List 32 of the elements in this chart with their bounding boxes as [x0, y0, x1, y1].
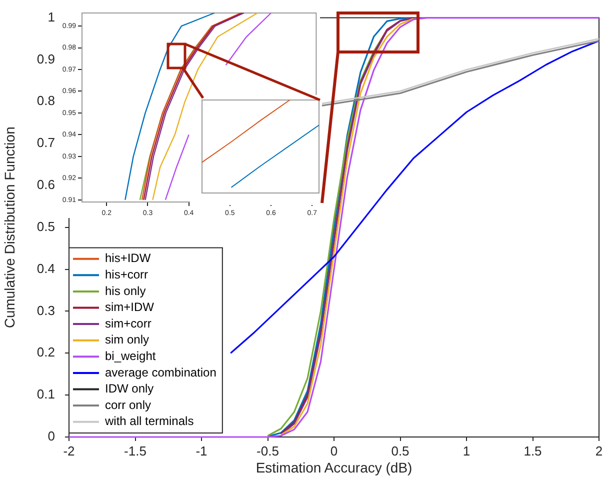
y-axis-title: Cumulative Distribution Function: [1, 126, 18, 328]
legend-label: his only: [105, 284, 146, 298]
x-tick-label: -0.5: [256, 443, 279, 458]
y-tick-label: 0.7: [36, 135, 55, 150]
legend-label: sim only: [105, 332, 150, 347]
x-tick-label: -1: [196, 443, 208, 458]
x-tick-label: 0: [330, 443, 338, 458]
legend-label: his+IDW: [105, 251, 152, 266]
legend-label: corr only: [105, 398, 152, 412]
x-tick-label: 0.5: [391, 443, 410, 458]
y-tick-label: 0.6: [36, 177, 55, 192]
y-tick-label: 0.1: [36, 386, 55, 402]
x-tick-label: -2: [63, 443, 75, 458]
x-tick-label: 1.5: [524, 443, 542, 458]
legend-label: average combination: [105, 365, 216, 380]
y-tick-label: 1: [48, 9, 55, 24]
legend-label: IDW only: [105, 382, 154, 396]
y-tick-label: 0.9: [36, 51, 55, 66]
x-tick-label: 1: [462, 443, 470, 458]
legend-label: sim+IDW: [105, 300, 155, 314]
legend-label: his+corr: [105, 267, 148, 282]
y-tick-label: 0.8: [36, 93, 55, 108]
x-tick-label: -1.5: [124, 443, 146, 458]
y-tick-label: 0.4: [36, 260, 55, 276]
legend-label: sim+corr: [105, 316, 152, 330]
legend-label: bi_weight: [105, 348, 156, 363]
legend-label: with all terminals: [104, 414, 194, 428]
y-tick-label: 0.2: [36, 344, 55, 360]
y-tick-label: 0.3: [36, 302, 55, 318]
y-tick-label: 0: [48, 428, 55, 444]
x-axis-title: Estimation Accuracy (dB): [256, 459, 412, 476]
x-tick-label: 2: [595, 443, 603, 458]
